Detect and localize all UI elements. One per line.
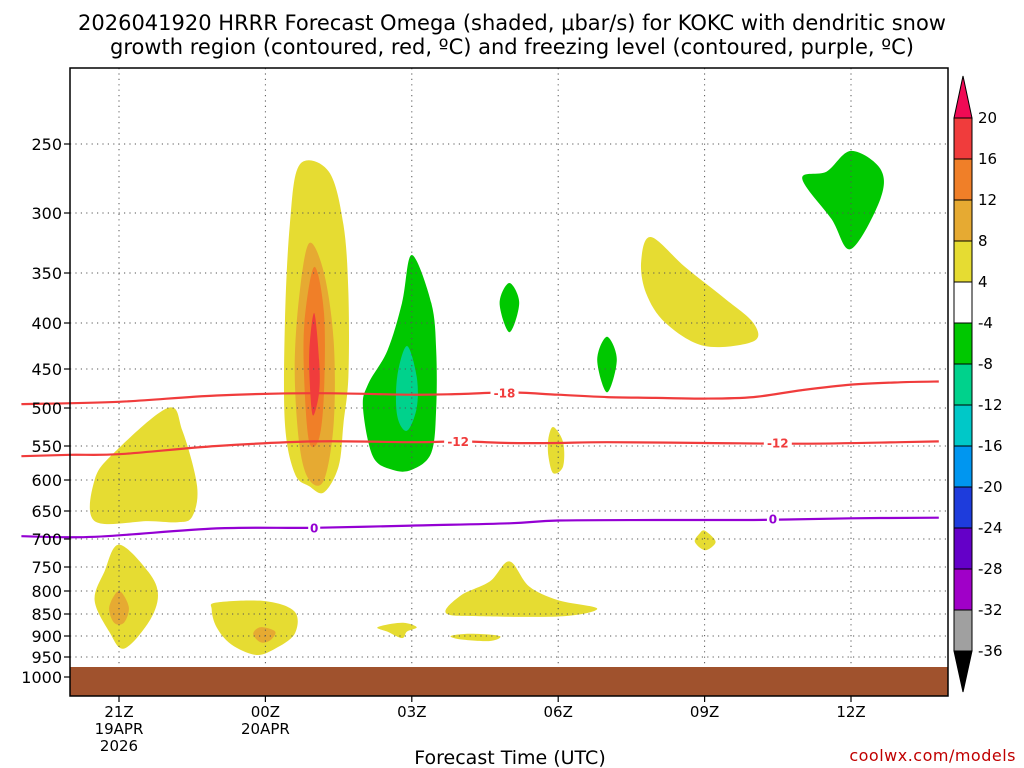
omega-region-downward-teal-03z: [395, 346, 418, 431]
y-tick-label-650: 650: [31, 502, 62, 521]
colorbar-swatch-5: [953, 281, 973, 324]
label-freezing-0: 0: [310, 521, 318, 535]
colorbar-swatch-4: [953, 240, 973, 283]
colorbar-legend: 20 16 12 8 4 -4 -8 -12 -16 -20 -24 -28 -32 -36: [953, 75, 1003, 693]
y-tick-label-500: 500: [31, 399, 62, 418]
surface-ground-layer: [70, 667, 948, 696]
colorbar-swatch-13: [953, 609, 973, 652]
colorbar-top-arrow: [953, 75, 973, 119]
colorbar-swatch-10: [953, 486, 973, 529]
credit-link[interactable]: coolwx.com/models: [849, 746, 1016, 765]
omega-shaded-regions: [89, 150, 884, 655]
contour-dgz-minus12: [21, 440, 939, 458]
omega-region-lowlevel-yellow-21z: [94, 544, 158, 649]
y-tick-label-300: 300: [31, 204, 62, 223]
omega-region-upward-motion-core-red: [309, 312, 320, 416]
y-tick-label-700: 700: [31, 530, 62, 549]
label-minus12-right: -12: [767, 436, 789, 450]
y-tick-label-250: 250: [31, 135, 62, 154]
x-tick-label-09Z-0: 09Z: [690, 703, 719, 721]
colorbar-swatch-7: [953, 363, 973, 406]
y-tick-label-350: 350: [31, 264, 62, 283]
colorbar-level-16: 16: [978, 150, 997, 168]
contour-freezing-level: [21, 516, 939, 539]
omega-region-midlevel-yellow-21z: [89, 407, 198, 525]
y-tick-label-600: 600: [31, 471, 62, 490]
colorbar-level--28: -28: [978, 560, 1003, 578]
omega-region-downward-green-05z: [499, 283, 520, 333]
y-tick-label-900: 900: [31, 627, 62, 646]
colorbar-swatch-12: [953, 568, 973, 611]
temperature-contours: [21, 380, 939, 539]
y-tick-label-950: 950: [31, 648, 62, 667]
omega-region-yellow-08z-upper: [640, 236, 759, 348]
omega-region-lowlevel-orange-21z: [109, 591, 129, 625]
x-tick-label-21Z-2: 2026: [100, 737, 138, 755]
colorbar-swatch-2: [953, 158, 973, 201]
colorbar-level--8: -8: [978, 355, 993, 373]
label-minus18: -18: [494, 387, 516, 401]
x-tick-label-06Z-0: 06Z: [544, 703, 573, 721]
omega-region-yellow-0530z-900: [450, 633, 501, 642]
colorbar-level--32: -32: [978, 601, 1003, 619]
label-minus18-bg: [490, 386, 519, 401]
contour-dgz-minus18: [21, 380, 939, 406]
omega-region-green-12z-upper: [802, 150, 884, 250]
omega-region-lowlevel-yellow-02z: [377, 622, 417, 639]
omega-region-yellow-0530z-850: [445, 561, 598, 617]
colorbar-swatch-8: [953, 404, 973, 447]
y-tick-label-1000: 1000: [21, 668, 62, 687]
label-minus12-bg: [444, 434, 473, 449]
omega-region-lowlevel-orange-00z: [253, 627, 276, 643]
omega-region-downward-green-07z: [597, 336, 617, 393]
x-tick-label-12Z-0: 12Z: [836, 703, 865, 721]
contour-labels: -18 -12 -12 0 0: [308, 386, 792, 535]
x-tick-label-03Z-0: 03Z: [397, 703, 426, 721]
x-axis-label: Forecast Time (UTC): [414, 747, 605, 768]
colorbar-level-12: 12: [978, 191, 997, 209]
colorbar-swatch-9: [953, 445, 973, 488]
colorbar-swatch-11: [953, 527, 973, 570]
y-tick-label-850: 850: [31, 605, 62, 624]
colorbar-level-4: 4: [978, 273, 988, 291]
colorbar-swatch-1: [953, 117, 973, 160]
y-tick-label-750: 750: [31, 558, 62, 577]
colorbar-level--36: -36: [978, 642, 1003, 660]
colorbar-level--4: -4: [978, 314, 993, 332]
label-minus12-right-bg: [763, 435, 792, 450]
y-tick-label-800: 800: [31, 582, 62, 601]
chart-title-line1: 2026041920 HRRR Forecast Omega (shaded, …: [78, 11, 946, 35]
y-tick-label-550: 550: [31, 437, 62, 456]
colorbar-level--12: -12: [978, 396, 1003, 414]
colorbar-level-20: 20: [978, 109, 997, 127]
colorbar-level--24: -24: [978, 519, 1003, 537]
x-tick-label-00Z-0: 00Z: [251, 703, 280, 721]
surface-band: [70, 667, 948, 696]
omega-region-yellow-06z-550: [547, 426, 565, 474]
label-minus12: -12: [447, 435, 469, 449]
y-tick-label-400: 400: [31, 314, 62, 333]
chart-title-line2: growth region (contoured, red, ºC) and f…: [110, 35, 914, 59]
x-tick-label-21Z-1: 19APR: [95, 720, 144, 738]
colorbar-bottom-arrow: [953, 650, 973, 693]
omega-region-lowlevel-yellow-00z: [210, 600, 298, 655]
label-freezing-0-right: 0: [769, 512, 777, 526]
label-freezing-0-bg: [308, 520, 321, 535]
y-axis-pressure-ticks: 250 300 350 400 450 500 550 600 650 700 750 800 850 9…: [21, 135, 70, 687]
colorbar-level--16: -16: [978, 437, 1003, 455]
colorbar-level-8: 8: [978, 232, 988, 250]
x-tick-label-00Z-1: 20APR: [241, 720, 290, 738]
colorbar-level--20: -20: [978, 478, 1003, 496]
colorbar-swatch-6: [953, 322, 973, 365]
plot-frame: [69, 67, 949, 697]
colorbar-swatch-3: [953, 199, 973, 242]
y-tick-label-450: 450: [31, 360, 62, 379]
x-tick-label-21Z-0: 21Z: [104, 703, 133, 721]
label-freezing-0-right-bg: [766, 511, 779, 526]
omega-region-yellow-09z-700: [694, 530, 716, 551]
